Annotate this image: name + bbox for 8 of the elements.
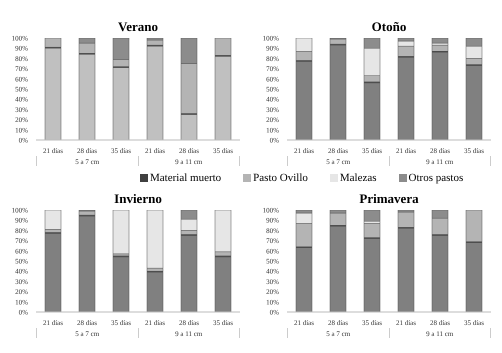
- chart-title: Invierno: [113, 191, 163, 206]
- chart-title: Otoño: [370, 19, 408, 34]
- chart-title: Primavera: [358, 191, 420, 206]
- legend-label: Otros pastos: [408, 172, 464, 184]
- legend-label: Material muerto: [150, 172, 222, 184]
- legend-label: Pasto Ovillo: [253, 172, 308, 184]
- chart-title: Verano: [117, 19, 159, 34]
- legend-label: Malezas: [340, 172, 377, 184]
